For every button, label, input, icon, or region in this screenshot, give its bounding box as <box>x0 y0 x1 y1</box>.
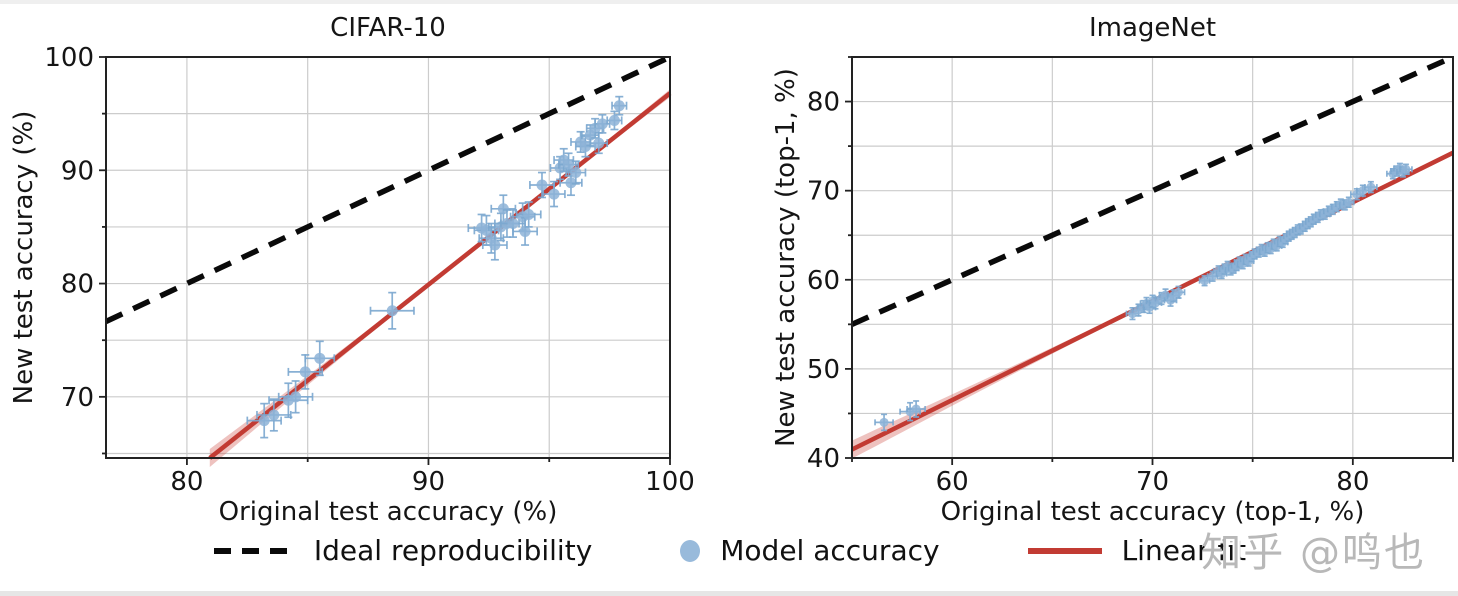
grid <box>106 56 671 458</box>
data-point <box>523 208 535 220</box>
top-edge-strip <box>0 0 1458 4</box>
data-point <box>593 137 605 149</box>
legend-item-ideal-reproducibility: Ideal reproducibility <box>212 534 592 567</box>
data-point <box>1401 164 1411 174</box>
y-tick-label: 80 <box>807 88 840 118</box>
imagenet-plot: 60 70 80 40 50 60 70 80 ImageNet Original test ac… <box>771 13 1455 527</box>
model-accuracy-points <box>246 95 628 439</box>
x-tick-label: 70 <box>1136 467 1169 497</box>
x-tick-label: 60 <box>936 467 969 497</box>
legend-label-ideal: Ideal reproducibility <box>313 534 593 567</box>
plot-title: CIFAR-10 <box>330 13 446 43</box>
data-point <box>258 415 270 427</box>
data-point <box>879 417 889 427</box>
legend: Ideal reproducibility Model accuracy Lin… <box>0 534 1458 567</box>
ideal-reproducibility-line <box>850 54 1455 327</box>
data-point <box>314 352 326 364</box>
data-point <box>1174 287 1184 297</box>
x-axis-label: Original test accuracy (top-1, %) <box>941 497 1365 527</box>
data-point <box>570 167 582 179</box>
legend-item-linear-fit: Linear fit <box>1026 534 1247 567</box>
data-point <box>563 159 575 171</box>
data-point <box>911 404 921 414</box>
x-tick-label: 100 <box>645 467 695 497</box>
y-axis-label: New test accuracy (top-1, %) <box>771 68 801 447</box>
y-tick-label: 60 <box>807 266 840 296</box>
data-point <box>565 177 577 189</box>
legend-label-model-accuracy: Model accuracy <box>720 534 940 567</box>
x-tick-label: 90 <box>412 467 445 497</box>
plot-title: ImageNet <box>1089 13 1216 43</box>
y-tick-label: 100 <box>44 43 94 73</box>
x-tick-label: 80 <box>1336 467 1369 497</box>
dot-marker-icon <box>680 539 701 562</box>
solid-line-icon <box>1027 547 1102 554</box>
y-tick-label: 50 <box>807 355 840 385</box>
y-tick-label: 90 <box>61 156 94 186</box>
model-accuracy-points <box>874 162 1413 432</box>
data-point <box>596 118 608 130</box>
data-point <box>386 305 398 317</box>
data-point <box>299 366 311 378</box>
data-point <box>1366 182 1376 192</box>
x-axis-label: Original test accuracy (%) <box>219 497 558 527</box>
data-point <box>1208 271 1218 281</box>
data-point <box>1344 197 1354 207</box>
data-point <box>548 188 560 200</box>
data-point <box>613 100 625 112</box>
ticks: 80 90 100 70 80 90 100 <box>44 43 694 497</box>
data-point <box>536 179 548 191</box>
data-point <box>519 225 531 237</box>
y-tick-label: 40 <box>807 444 840 474</box>
ideal-reproducibility-line <box>104 54 672 324</box>
y-tick-label: 70 <box>61 383 94 413</box>
x-tick-label: 80 <box>170 467 203 497</box>
data-point <box>489 239 501 251</box>
data-point <box>497 203 509 215</box>
bottom-edge-strip <box>0 591 1458 596</box>
y-tick-label: 70 <box>807 177 840 207</box>
data-point <box>579 140 591 152</box>
legend-label-linear-fit: Linear fit <box>1121 534 1247 567</box>
axes-spines <box>105 56 671 459</box>
cifar10-plot: 80 90 100 70 80 90 100 CIFAR-10 Original test ac… <box>9 13 695 527</box>
y-axis-label: New test accuracy (%) <box>9 111 39 405</box>
y-tick-label: 80 <box>61 270 94 300</box>
data-point <box>507 218 519 230</box>
legend-item-model-accuracy: Model accuracy <box>678 534 940 567</box>
data-point <box>268 409 280 421</box>
ticks: 60 70 80 40 50 60 70 80 <box>807 56 1454 497</box>
data-point <box>290 391 302 403</box>
dashed-line-icon <box>213 547 294 554</box>
data-point <box>608 114 620 126</box>
grid <box>851 56 1454 459</box>
